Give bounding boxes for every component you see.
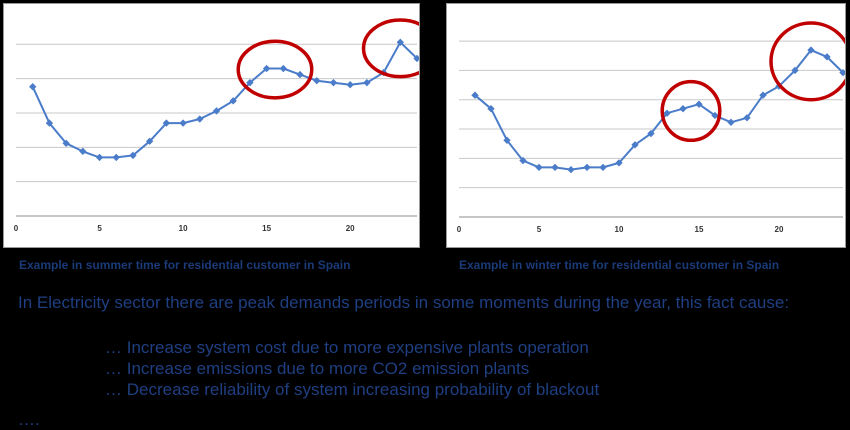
summer-x-tick-label: 20 [346,224,355,233]
summer-data-point [79,147,87,156]
winter-data-point [599,163,607,172]
summer-data-point [313,76,321,85]
summer-data-point [413,54,419,63]
summer-data-point [246,79,254,87]
winter-series-line [474,49,844,171]
winter-x-tick-label: 5 [537,225,542,234]
summer-data-point [346,81,354,89]
summer-data-point [112,153,120,162]
summer-data-point [262,64,271,73]
intro-text: In Electricity sector there are peak dem… [18,293,790,312]
winter-data-point [583,163,591,172]
winter-peak-highlight-circle [769,21,845,102]
winter-x-tick-label: 20 [775,225,784,234]
summer-peak-highlight-circle [236,39,314,100]
summer-data-point [212,107,221,115]
winter-chart-caption: Example in winter time for residential c… [459,258,780,272]
winter-peak-highlight-circle [660,79,722,143]
bullet-emissions: … Increase emissions due to more CO2 emi… [105,359,530,378]
summer-x-tick-label: 0 [14,224,19,233]
summer-data-point [329,79,338,87]
summer-data-point [29,83,37,91]
summer-data-point [296,70,304,79]
summer-x-tick-label: 10 [179,224,188,233]
winter-data-point [535,163,543,172]
winter-data-point [567,165,575,174]
winter-x-tick-label: 15 [695,225,704,234]
summer-chart-caption: Example in summer time for residential c… [19,258,351,272]
winter-x-tick-label: 0 [457,225,462,234]
winter-chart: 0 5 10 15 20 [457,21,845,234]
winter-x-tick-label: 10 [615,225,624,234]
winter-data-point [471,91,479,99]
summer-data-point [363,79,371,87]
winter-data-point [727,118,735,126]
summer-x-tick-label: 15 [262,224,271,233]
bullet-reliability: … Decrease reliability of system increas… [105,380,600,399]
summer-x-tick-label: 5 [97,224,102,233]
winter-data-point [487,105,495,113]
summer-data-point [129,151,137,160]
summer-data-point [279,64,288,73]
summer-data-point [95,153,104,162]
summer-data-point [196,115,204,123]
winter-data-point [679,105,687,113]
winter-chart-panel: 0 5 10 15 20 [446,3,846,248]
summer-series-line [31,41,418,159]
trailing-text: …. [18,410,40,429]
summer-chart: 0 5 10 15 20 [14,18,419,233]
summer-data-point [179,119,187,127]
winter-data-point [551,163,559,172]
summer-chart-panel: 0 5 10 15 20 [3,3,420,248]
summer-data-point [229,97,237,105]
bullet-cost: … Increase system cost due to more expen… [105,338,589,357]
summer-peak-highlight-circle [361,18,419,79]
summer-data-point [162,119,171,127]
